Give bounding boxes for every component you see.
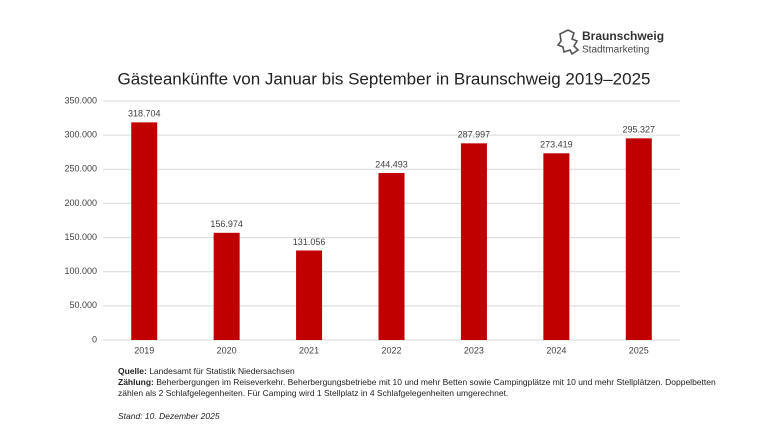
value-label: 273.419 [540, 140, 573, 150]
bar [213, 232, 240, 340]
y-tick-label: 150.000 [64, 232, 97, 242]
x-tick-label: 2020 [217, 345, 237, 355]
value-label: 131.056 [293, 237, 326, 247]
bar [378, 173, 405, 340]
y-tick-label: 50.000 [69, 300, 97, 310]
source-label: Quelle: [118, 366, 147, 376]
value-label: 295.327 [623, 125, 656, 135]
source-note: Quelle: Landesamt für Statistik Niedersa… [118, 366, 743, 377]
logo-tagline: Stadtmarketing [582, 45, 649, 56]
y-tick-label: 0 [92, 334, 97, 344]
bar [296, 250, 323, 340]
x-tick-label: 2019 [134, 345, 154, 355]
value-label: 244.493 [375, 159, 408, 169]
bar [543, 153, 570, 340]
y-tick-label: 100.000 [64, 266, 97, 276]
x-tick-label: 2025 [629, 345, 649, 355]
y-tick-label: 250.000 [64, 164, 97, 174]
logo-name: Braunschweig [582, 29, 664, 43]
counting-text: Beherbergungen im Reiseverkehr. Beherber… [118, 377, 716, 398]
y-tick-label: 350.000 [64, 95, 97, 105]
x-tick-label: 2023 [464, 345, 484, 355]
source-text: Landesamt für Statistik Niedersachsen [149, 366, 295, 376]
date-note: Stand: 10. Dezember 2025 [118, 411, 220, 421]
bar [131, 122, 158, 340]
bar [460, 143, 487, 340]
y-tick-label: 200.000 [64, 198, 97, 208]
logo: Braunschweig Stadtmarketing [556, 29, 664, 56]
value-label: 156.974 [210, 219, 243, 229]
x-tick-label: 2021 [299, 345, 319, 355]
chart-title: Gästeankünfte von Januar bis September i… [117, 69, 650, 88]
logo-icon [556, 29, 580, 56]
y-tick-label: 300.000 [64, 130, 97, 140]
value-label: 318.704 [128, 109, 161, 119]
value-label: 287.997 [458, 130, 491, 140]
counting-note: Zählung: Beherbergungen im Reiseverkehr.… [118, 377, 743, 399]
x-tick-label: 2024 [546, 345, 566, 355]
bar [625, 138, 652, 340]
counting-label: Zählung: [118, 377, 154, 387]
x-tick-label: 2022 [381, 345, 401, 355]
